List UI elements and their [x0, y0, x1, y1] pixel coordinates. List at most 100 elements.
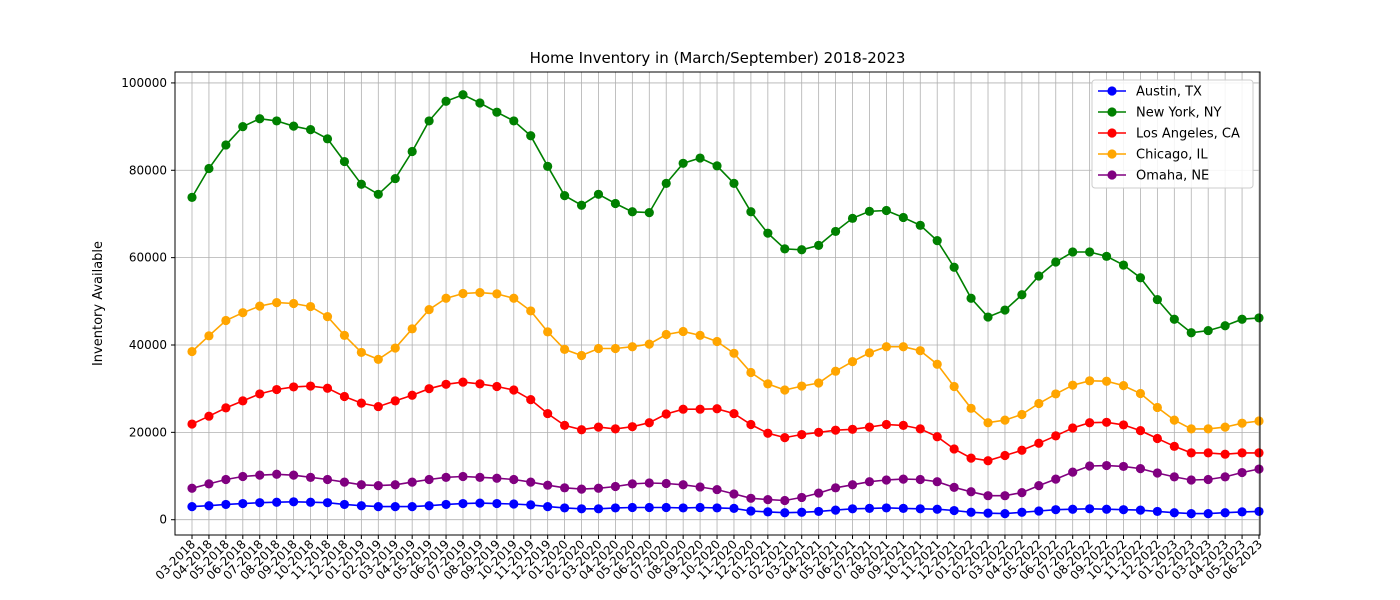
data-point [1118, 420, 1129, 430]
data-point [543, 327, 553, 337]
data-point [780, 385, 790, 395]
legend-label: Chicago, IL [1136, 148, 1208, 163]
data-point [746, 419, 756, 430]
data-point [864, 503, 875, 513]
data-point [712, 484, 722, 495]
data-point [814, 427, 824, 437]
data-point [492, 107, 502, 117]
data-point [678, 404, 688, 414]
data-point [407, 390, 417, 400]
data-point [1101, 251, 1112, 261]
data-point [238, 121, 248, 132]
data-point [898, 342, 908, 352]
data-point [729, 178, 739, 188]
data-point [881, 475, 891, 485]
data-point [1169, 415, 1179, 425]
legend-frame [1091, 79, 1254, 189]
data-point [322, 312, 333, 322]
data-point [678, 503, 688, 513]
data-point [289, 497, 299, 507]
data-point [390, 480, 400, 490]
data-point [627, 502, 637, 513]
data-point [1118, 260, 1129, 270]
data-point [949, 444, 959, 454]
data-point [458, 498, 468, 509]
data-point [661, 329, 671, 340]
data-point [593, 189, 604, 199]
data-point [1254, 416, 1264, 426]
data-point [966, 453, 976, 463]
data-point [204, 411, 214, 421]
data-point [1237, 314, 1247, 324]
data-point [1135, 464, 1146, 474]
data-point [864, 206, 875, 216]
data-point [746, 506, 756, 516]
data-point [322, 474, 333, 485]
legend-item: Los Angeles, CA [1098, 127, 1240, 142]
data-point [966, 507, 976, 517]
data-point [475, 287, 485, 298]
data-point [627, 479, 637, 489]
data-point [305, 125, 316, 135]
data-point [593, 422, 604, 432]
data-point [1017, 290, 1027, 300]
legend-marker [1107, 149, 1117, 159]
y-tick-label: 20000 [129, 425, 167, 439]
data-point [339, 156, 350, 167]
data-point [661, 409, 671, 419]
chart-title: Home Inventory in (March/September) 2018… [530, 49, 906, 67]
data-point [1017, 507, 1027, 517]
data-point [610, 424, 621, 434]
data-point [560, 420, 570, 430]
data-point [830, 505, 841, 515]
data-point [661, 478, 671, 489]
data-point [560, 503, 570, 513]
data-point [1085, 247, 1095, 257]
data-point [814, 378, 824, 388]
series-lines [187, 90, 1264, 519]
data-point [661, 502, 671, 513]
data-point [881, 503, 891, 513]
data-point [780, 495, 790, 506]
data-point [255, 498, 265, 508]
data-point [729, 503, 739, 513]
data-point [610, 503, 621, 513]
data-point [678, 480, 688, 490]
data-point [441, 499, 451, 510]
data-point [644, 208, 654, 218]
data-point [1254, 506, 1264, 517]
data-point [576, 504, 587, 514]
series-line [191, 93, 1260, 334]
data-point [1085, 504, 1095, 514]
data-point [814, 506, 824, 517]
data-point [509, 116, 519, 126]
data-point [255, 114, 265, 124]
data-point [1034, 398, 1044, 409]
data-point [1237, 467, 1247, 478]
data-point [780, 432, 790, 443]
data-point [763, 428, 773, 438]
data-point [221, 315, 231, 326]
series-line [191, 500, 1260, 515]
data-point [1186, 328, 1196, 338]
data-point [864, 477, 875, 487]
data-point [526, 500, 536, 510]
data-point [1220, 472, 1230, 482]
data-point [1051, 257, 1061, 267]
data-point [1068, 380, 1078, 390]
data-point [424, 474, 434, 485]
data-point [255, 301, 265, 311]
data-point [322, 134, 333, 144]
data-point [1203, 424, 1213, 434]
data-point [255, 389, 265, 399]
data-point [949, 482, 959, 492]
data-point [1101, 417, 1112, 427]
data-point [424, 501, 434, 511]
data-point [712, 161, 722, 171]
series-line [191, 464, 1260, 502]
data-point [1237, 418, 1247, 428]
data-point [1017, 488, 1027, 498]
data-point [390, 396, 400, 406]
data-point [1203, 508, 1213, 519]
